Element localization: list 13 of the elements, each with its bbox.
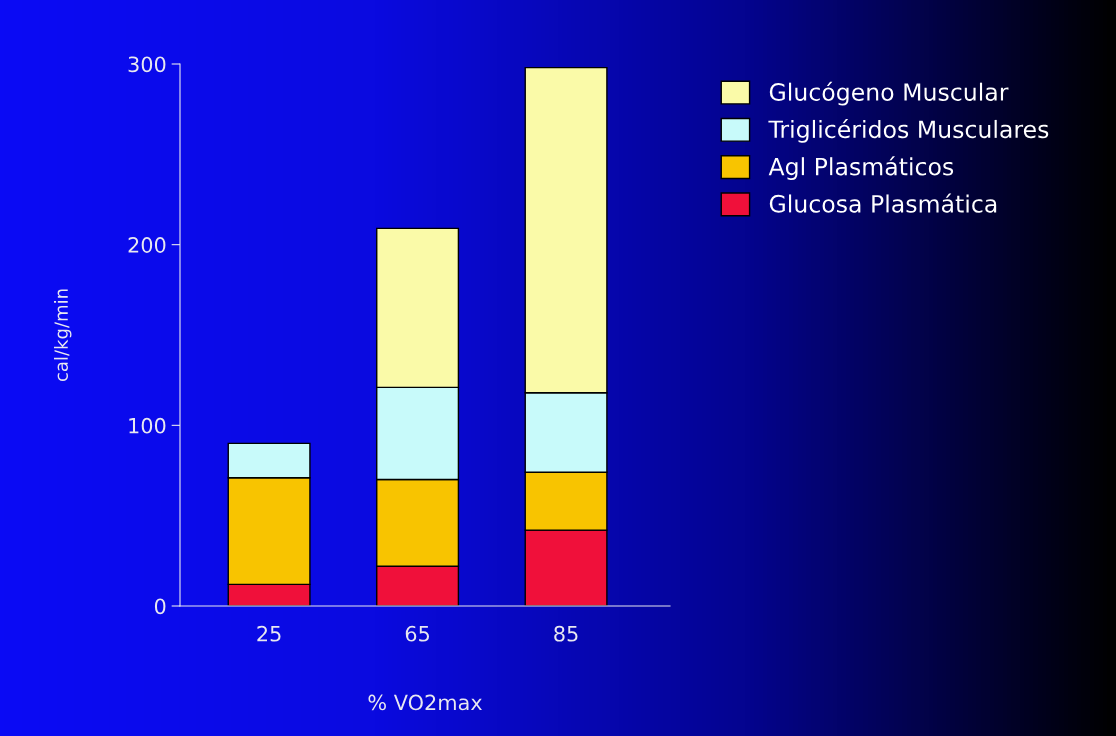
x-axis-title: % VO2max [368,694,482,711]
legend-label: Glucógeno Muscular [769,81,1009,106]
y-tick-label: 100 [129,417,166,434]
legend-label: Triglicéridos Musculares [768,118,1049,143]
x-tick-label: 65 [405,625,430,642]
legend-label: Agl Plasmáticos [768,156,954,181]
y-tick-label: 300 [128,56,166,73]
x-tick-label: 25 [257,625,281,642]
legend-label: Glucosa Plasmática [769,193,997,213]
y-tick-label: 200 [128,237,166,253]
y-tick-label: 0 [154,598,166,615]
x-tick-label: 85 [554,625,578,642]
y-axis-title: cal/kg/min [54,289,72,382]
